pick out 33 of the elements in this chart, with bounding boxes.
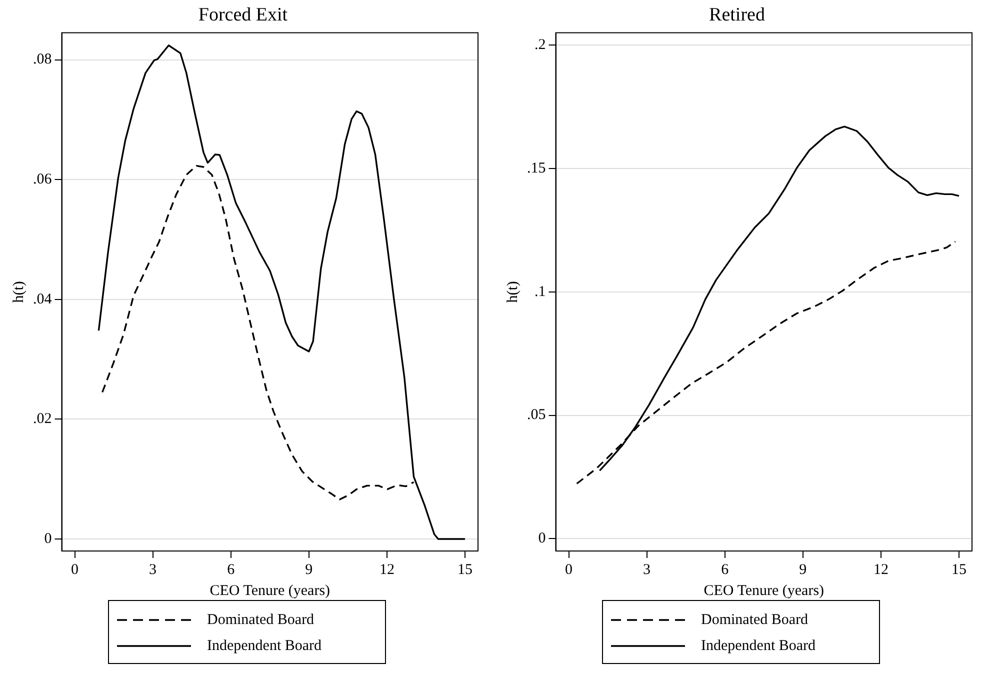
x-tick-label: 15	[457, 562, 472, 578]
y-tick-label: .15	[527, 160, 546, 176]
y-tick-label: .04	[33, 291, 52, 308]
y-tick-label: .06	[33, 172, 52, 188]
x-tick-label: 9	[799, 562, 807, 578]
x-tick-label: 0	[71, 562, 79, 578]
x-tick-label: 9	[305, 562, 313, 578]
x-axis-title: CEO Tenure (years)	[210, 582, 330, 599]
x-tick-label: 6	[721, 562, 730, 578]
legend-label: Dominated Board	[207, 612, 314, 628]
chart-title: Retired	[709, 4, 766, 26]
x-tick-label: 3	[149, 562, 157, 578]
y-tick-label: 0	[538, 530, 546, 547]
legend-label: Dominated Board	[701, 612, 808, 628]
y-tick-label: .1	[534, 284, 546, 300]
x-tick-label: 12	[873, 562, 888, 578]
legend-label: Independent Board	[701, 638, 816, 654]
x-tick-label: 12	[379, 562, 394, 578]
y-axis-title: h(t)	[504, 281, 521, 303]
y-tick-label: .02	[33, 411, 52, 428]
x-tick-label: 0	[565, 562, 573, 578]
y-tick-label: 0	[44, 530, 52, 547]
line-series	[101, 164, 415, 500]
x-tick-label: 3	[643, 562, 651, 578]
x-tick-label: 15	[951, 562, 966, 578]
y-tick-label: .05	[527, 407, 546, 424]
y-tick-label: .2	[534, 37, 546, 54]
chart-title: Forced Exit	[198, 4, 288, 26]
y-tick-label: .08	[33, 52, 52, 68]
x-axis-title: CEO Tenure (years)	[704, 582, 824, 599]
y-axis-title: h(t)	[10, 281, 27, 303]
legend-label: Independent Board	[207, 638, 322, 654]
x-tick-label: 6	[227, 562, 236, 578]
